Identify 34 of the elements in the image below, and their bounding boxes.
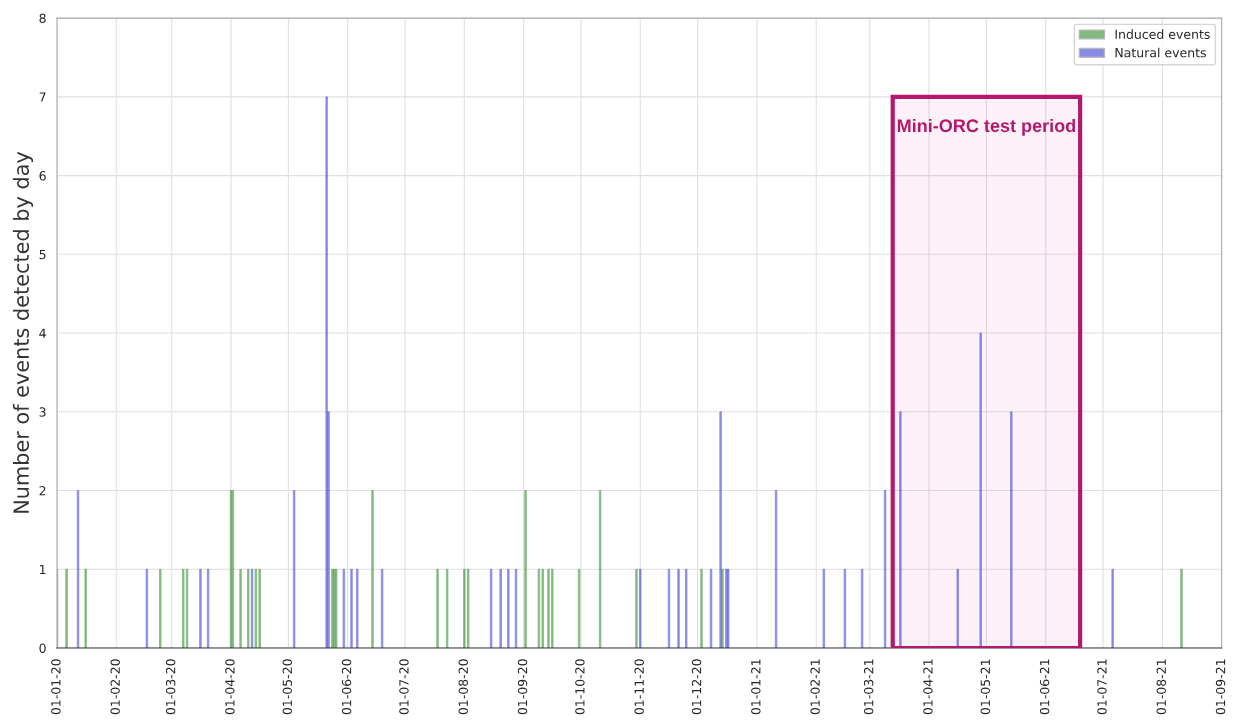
x-tick-label: 01-11-20 bbox=[634, 659, 644, 715]
x-tick-label: 01-09-21 bbox=[1215, 659, 1226, 715]
y-tick-label: 1 bbox=[40, 564, 46, 574]
y-tick-label: 7 bbox=[39, 92, 46, 102]
x-tick-label: 01-02-20 bbox=[110, 659, 120, 715]
x-tick-label: 01-03-21 bbox=[863, 659, 874, 715]
legend-label: Natural events bbox=[1115, 47, 1206, 58]
x-tick-label: 01-08-21 bbox=[1156, 659, 1166, 715]
y-tick-label: 3 bbox=[39, 407, 46, 417]
y-tick-label: 8 bbox=[39, 13, 46, 24]
x-tick-label: 01-01-21 bbox=[751, 659, 761, 715]
y-tick-label: 6 bbox=[39, 171, 46, 181]
x-tick-label: 01-01-20 bbox=[51, 659, 61, 715]
x-tick-label: 01-03-20 bbox=[165, 659, 176, 715]
legend-label: Induced events bbox=[1115, 29, 1210, 40]
x-tick-label: 01-05-20 bbox=[282, 659, 293, 715]
x-tick-label: 01-04-21 bbox=[923, 659, 933, 715]
x-tick-label: 01-06-20 bbox=[341, 659, 352, 715]
x-tick-label: 01-12-20 bbox=[691, 659, 702, 715]
x-tick-label: 01-02-21 bbox=[810, 659, 820, 715]
y-tick-label: 4 bbox=[39, 328, 46, 338]
x-tick-label: 01-04-20 bbox=[225, 659, 235, 715]
x-tick-label: 01-09-20 bbox=[517, 659, 528, 715]
y-axis-title: Number of events detected by day bbox=[12, 151, 34, 513]
band-label: Mini-ORC test period bbox=[897, 118, 1076, 136]
y-tick-label: 0 bbox=[39, 643, 46, 653]
x-tick-label: 01-06-21 bbox=[1039, 659, 1050, 715]
x-tick-label: 01-08-20 bbox=[458, 659, 468, 715]
x-tick-label: 01-07-20 bbox=[399, 659, 409, 715]
x-tick-label: 01-05-21 bbox=[980, 659, 991, 715]
x-tick-label: 01-07-21 bbox=[1097, 659, 1107, 715]
y-tick-label: 2 bbox=[39, 485, 46, 496]
y-tick-label: 5 bbox=[39, 249, 46, 260]
x-tick-label: 01-10-20 bbox=[575, 659, 585, 715]
